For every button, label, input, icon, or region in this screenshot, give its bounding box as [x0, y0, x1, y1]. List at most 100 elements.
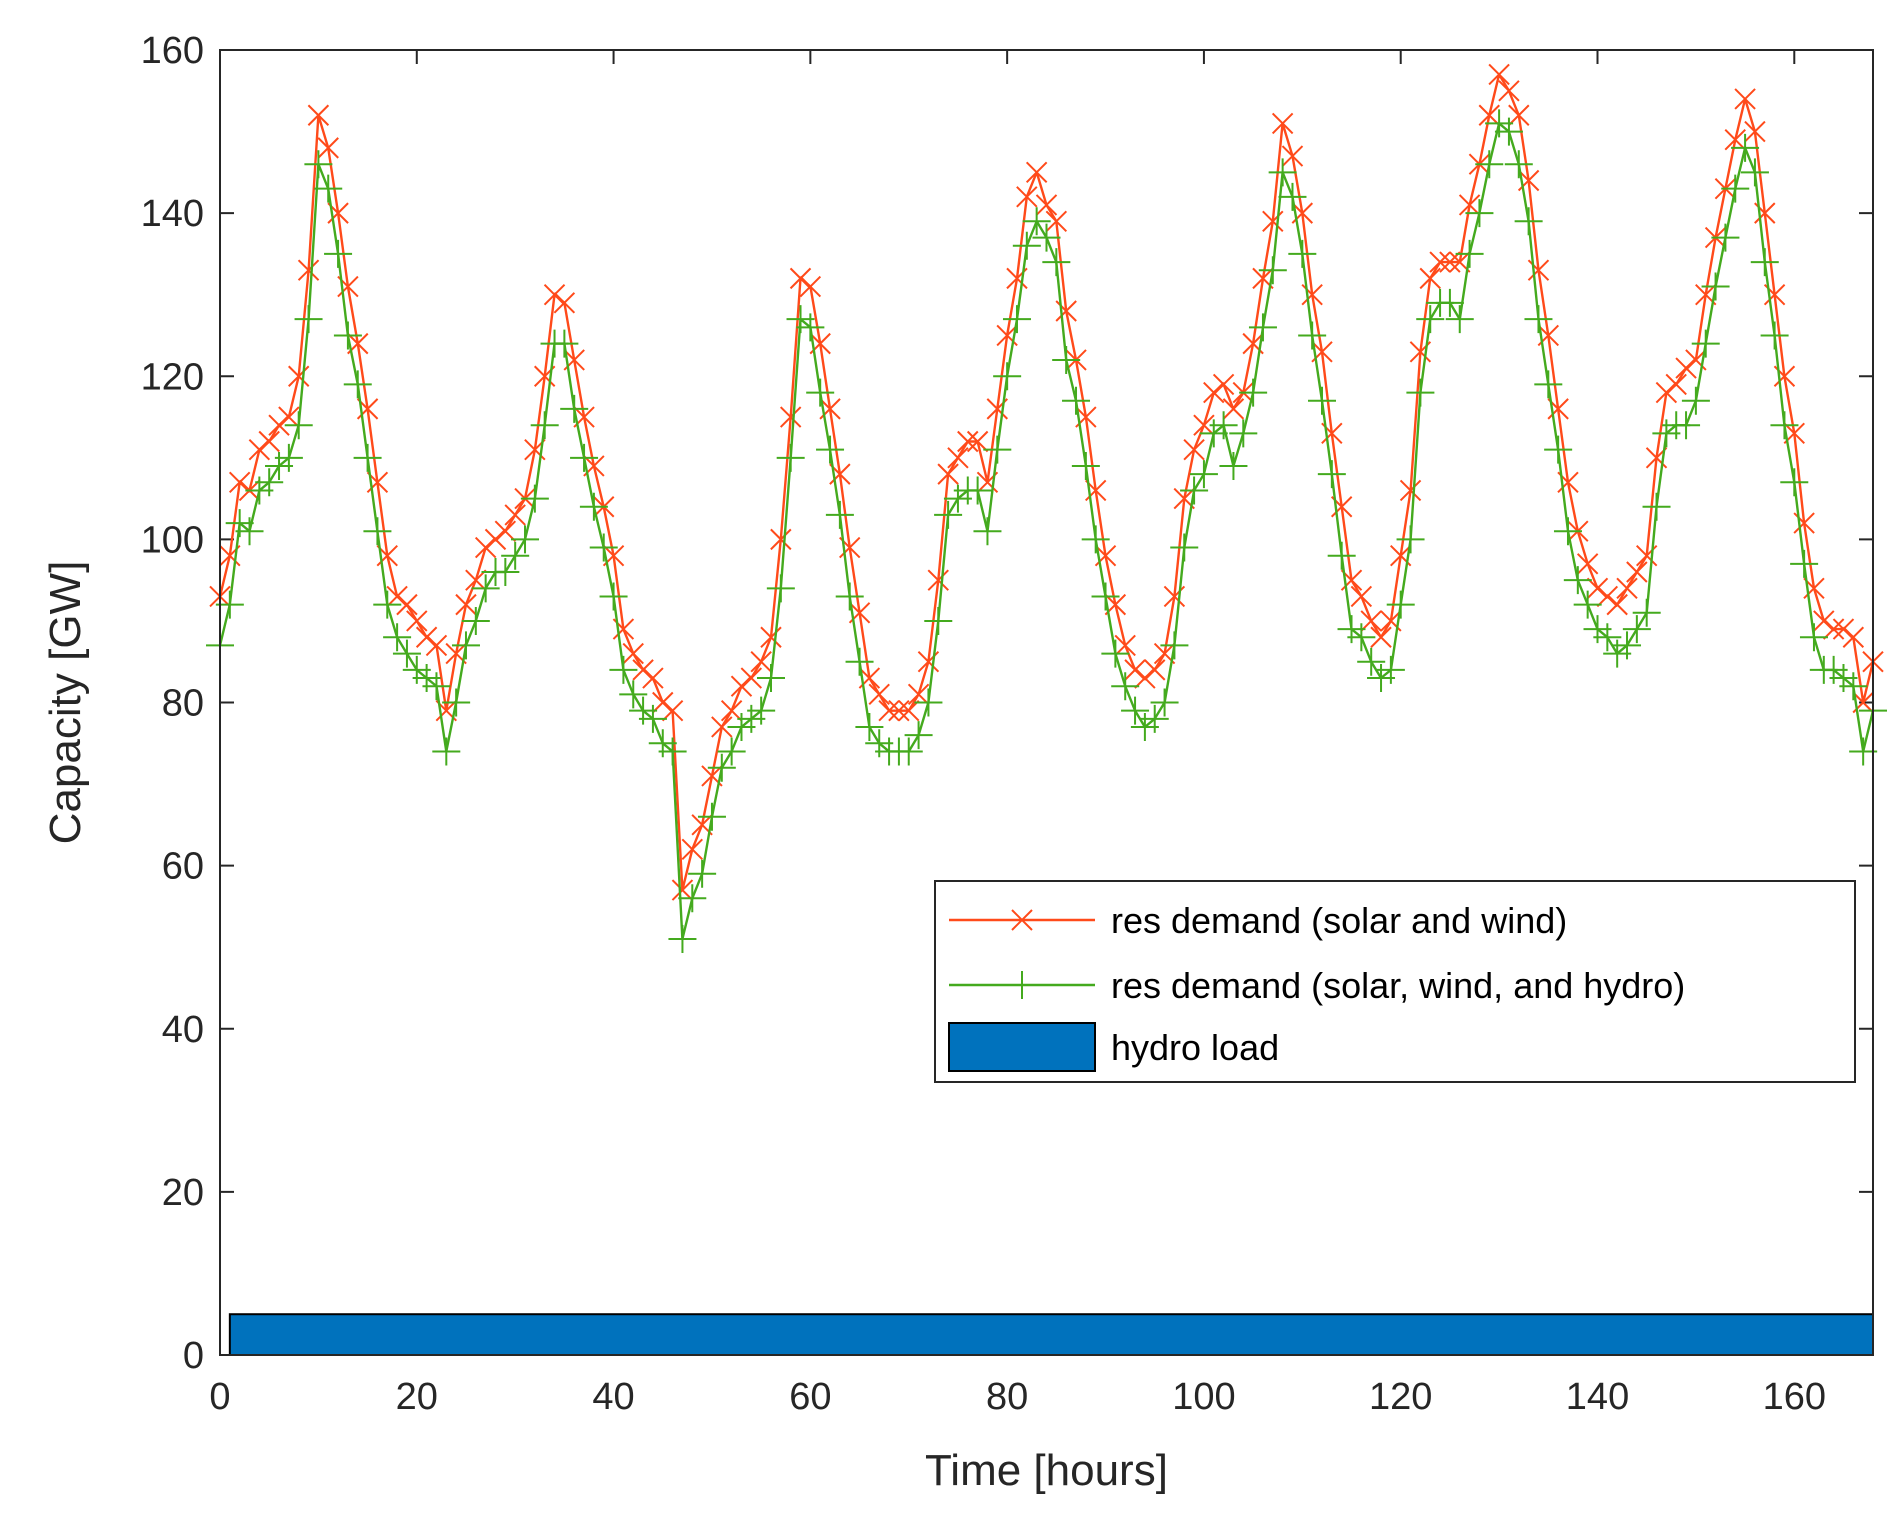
data-point-plus [1298, 321, 1327, 350]
data-point-plus [314, 174, 343, 203]
legend-marker-plus [1008, 971, 1036, 999]
data-point-plus [1524, 305, 1553, 334]
legend-marker-x [1011, 909, 1033, 931]
data-point-plus [638, 704, 667, 733]
data-point-plus [894, 737, 923, 766]
y-tick-label: 0 [183, 1335, 204, 1377]
data-point-plus [1012, 231, 1041, 260]
data-point-x [1822, 618, 1845, 640]
data-point-x [730, 675, 753, 697]
x-tick-label: 100 [1172, 1376, 1235, 1418]
data-point-plus [806, 378, 835, 407]
data-point-x [1606, 593, 1628, 616]
data-point-x [789, 267, 812, 290]
data-point-plus [1317, 460, 1346, 489]
data-point-x [1271, 112, 1294, 135]
data-point-x [966, 430, 989, 453]
x-axis-title: Time [hours] [925, 1446, 1168, 1495]
data-point-plus [1544, 435, 1573, 464]
y-tick-label: 40 [162, 1009, 204, 1051]
x-tick-label: 140 [1566, 1376, 1629, 1418]
x-tick-label: 0 [209, 1376, 230, 1418]
y-tick-label: 140 [141, 193, 204, 235]
data-point-plus [1170, 533, 1199, 562]
y-axis-title: Capacity [GW] [41, 561, 90, 845]
data-point-x [288, 365, 310, 387]
data-point-plus [570, 443, 599, 472]
data-point-x [622, 642, 644, 665]
data-point-x [1114, 634, 1136, 657]
data-point-plus [1111, 672, 1140, 701]
data-point-plus [392, 639, 421, 668]
data-point-plus [471, 574, 500, 603]
legend-swatch-hydro-load [948, 1022, 1096, 1072]
data-point-x [297, 259, 320, 281]
data-point-plus [324, 239, 353, 268]
data-point-x [1035, 194, 1058, 216]
data-point-x [1458, 194, 1481, 216]
data-point-x [652, 691, 674, 714]
data-point-plus [1731, 133, 1760, 162]
data-point-x [750, 651, 772, 673]
data-point-x [1016, 186, 1038, 208]
data-point-x [1399, 479, 1422, 502]
data-point-plus [993, 362, 1022, 391]
legend-entry-res-demand-solar-wind-hydro: res demand (solar, wind, and hydro) [949, 965, 1685, 1006]
data-point-plus [1534, 370, 1563, 399]
data-point-plus [589, 533, 618, 562]
data-point-x [779, 406, 802, 428]
data-point-plus [1475, 150, 1504, 179]
data-point-x [711, 716, 733, 738]
data-point-x [425, 634, 448, 657]
data-point-x [1616, 577, 1638, 600]
data-point-x [1734, 88, 1756, 110]
data-point-plus [963, 476, 992, 505]
data-point-plus [1780, 468, 1809, 497]
data-point-plus [1435, 288, 1464, 317]
data-point-plus [688, 859, 717, 888]
data-point-x [474, 536, 497, 559]
data-point-plus [579, 492, 608, 521]
data-point-x [642, 667, 664, 689]
data-point-plus [904, 721, 933, 750]
y-tick-label: 100 [141, 519, 204, 561]
data-point-plus [1672, 411, 1701, 440]
data-point-x [1124, 659, 1146, 681]
data-point-plus [442, 688, 471, 717]
data-point-plus [1514, 207, 1543, 236]
data-point-plus [1416, 305, 1445, 334]
data-point-plus [619, 680, 648, 709]
data-point-plus [1002, 305, 1031, 334]
data-point-plus [825, 500, 854, 529]
data-point-x [937, 463, 959, 485]
legend-marker-glyph [1008, 971, 1036, 999]
data-point-x [888, 699, 910, 722]
data-point-x [868, 683, 890, 706]
data-point-plus [501, 541, 530, 570]
data-point-x [760, 626, 782, 648]
data-point-x [1576, 553, 1599, 575]
data-point-plus [1376, 655, 1405, 684]
data-point-plus [717, 737, 746, 766]
data-point-x [1360, 610, 1382, 632]
data-point-plus [1740, 158, 1769, 187]
data-point-plus [383, 623, 412, 652]
data-point-plus [678, 884, 707, 913]
data-point-x [278, 406, 300, 428]
data-point-plus [1121, 696, 1150, 725]
data-point-plus [1760, 321, 1789, 350]
data-point-x [258, 430, 280, 453]
data-point-x [1281, 145, 1304, 167]
data-point-plus [1071, 451, 1100, 480]
data-point-plus [1563, 566, 1592, 595]
data-point-x [770, 528, 792, 551]
data-point-plus [609, 655, 638, 684]
data-point-plus [1770, 411, 1799, 440]
data-point-plus [1681, 386, 1710, 415]
data-point-x [1429, 251, 1451, 273]
data-point-plus [1593, 623, 1622, 652]
data-point-x [720, 699, 743, 722]
data-point-plus [461, 606, 490, 635]
data-point-x [1478, 104, 1500, 126]
